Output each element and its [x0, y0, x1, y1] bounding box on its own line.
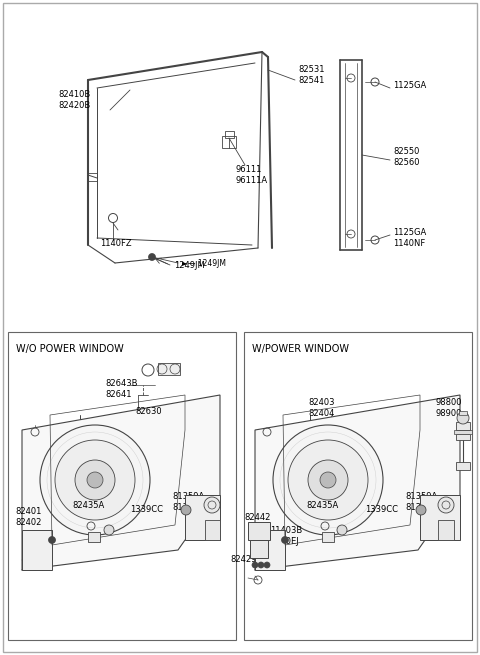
- Bar: [205, 520, 220, 540]
- Text: 82550
82560: 82550 82560: [393, 147, 420, 167]
- Text: 82401
82402: 82401 82402: [15, 508, 41, 527]
- Circle shape: [204, 497, 220, 513]
- Text: 98800
98900: 98800 98900: [436, 398, 463, 418]
- Circle shape: [308, 460, 348, 500]
- Bar: [322, 532, 334, 542]
- Text: 96111
96111A: 96111 96111A: [235, 165, 267, 185]
- Text: 82643B
82641: 82643B 82641: [105, 379, 137, 399]
- Bar: [158, 363, 180, 375]
- Bar: [88, 532, 100, 542]
- Text: 11403B
1140EJ: 11403B 1140EJ: [270, 527, 302, 546]
- Circle shape: [320, 472, 336, 488]
- Circle shape: [252, 562, 258, 568]
- Text: 82403
82404: 82403 82404: [308, 398, 335, 418]
- Circle shape: [104, 525, 114, 535]
- Circle shape: [148, 253, 156, 261]
- Text: 1125GA: 1125GA: [393, 81, 426, 90]
- Bar: [185, 495, 220, 540]
- Text: 1339CC: 1339CC: [365, 506, 398, 514]
- Bar: [456, 462, 470, 470]
- Bar: [244, 332, 472, 640]
- Text: 81359A
81359B: 81359A 81359B: [405, 493, 437, 512]
- Bar: [438, 520, 454, 540]
- Text: ►— 1249JM: ►— 1249JM: [182, 259, 226, 267]
- Circle shape: [264, 562, 270, 568]
- Text: 82410B
82420B: 82410B 82420B: [58, 90, 90, 109]
- Bar: [88, 173, 97, 181]
- Bar: [248, 522, 270, 540]
- Text: 82531
82541: 82531 82541: [298, 66, 324, 84]
- Circle shape: [48, 536, 56, 544]
- Circle shape: [337, 525, 347, 535]
- Bar: [456, 434, 470, 440]
- Bar: [222, 136, 236, 148]
- Text: 1249JM: 1249JM: [174, 261, 205, 269]
- Text: 1339CC: 1339CC: [130, 506, 163, 514]
- Bar: [459, 411, 467, 415]
- Circle shape: [281, 536, 288, 544]
- Circle shape: [273, 425, 383, 535]
- Text: W/O POWER WINDOW: W/O POWER WINDOW: [16, 344, 124, 354]
- Bar: [255, 530, 285, 570]
- Bar: [454, 430, 472, 434]
- Text: 1125GA
1140NF: 1125GA 1140NF: [393, 229, 426, 248]
- Bar: [22, 530, 52, 570]
- Circle shape: [75, 460, 115, 500]
- Text: 82442: 82442: [244, 512, 270, 521]
- Text: 1140FZ: 1140FZ: [100, 238, 132, 248]
- Circle shape: [55, 440, 135, 520]
- Circle shape: [40, 425, 150, 535]
- Circle shape: [87, 472, 103, 488]
- Polygon shape: [22, 395, 220, 570]
- Bar: [250, 540, 268, 558]
- Circle shape: [457, 412, 469, 424]
- Bar: [225, 131, 234, 138]
- Text: 82429A: 82429A: [230, 555, 262, 565]
- Text: 82435A: 82435A: [72, 500, 104, 510]
- Bar: [456, 422, 470, 430]
- Circle shape: [181, 505, 191, 515]
- Text: 82630: 82630: [135, 407, 162, 415]
- Circle shape: [258, 562, 264, 568]
- Circle shape: [438, 497, 454, 513]
- Circle shape: [288, 440, 368, 520]
- Text: 81359A
81359B: 81359A 81359B: [172, 493, 204, 512]
- Bar: [420, 495, 460, 540]
- Circle shape: [416, 505, 426, 515]
- Polygon shape: [255, 395, 460, 570]
- Text: W/POWER WINDOW: W/POWER WINDOW: [252, 344, 349, 354]
- Text: 82435A: 82435A: [306, 500, 338, 510]
- Bar: [8, 332, 236, 640]
